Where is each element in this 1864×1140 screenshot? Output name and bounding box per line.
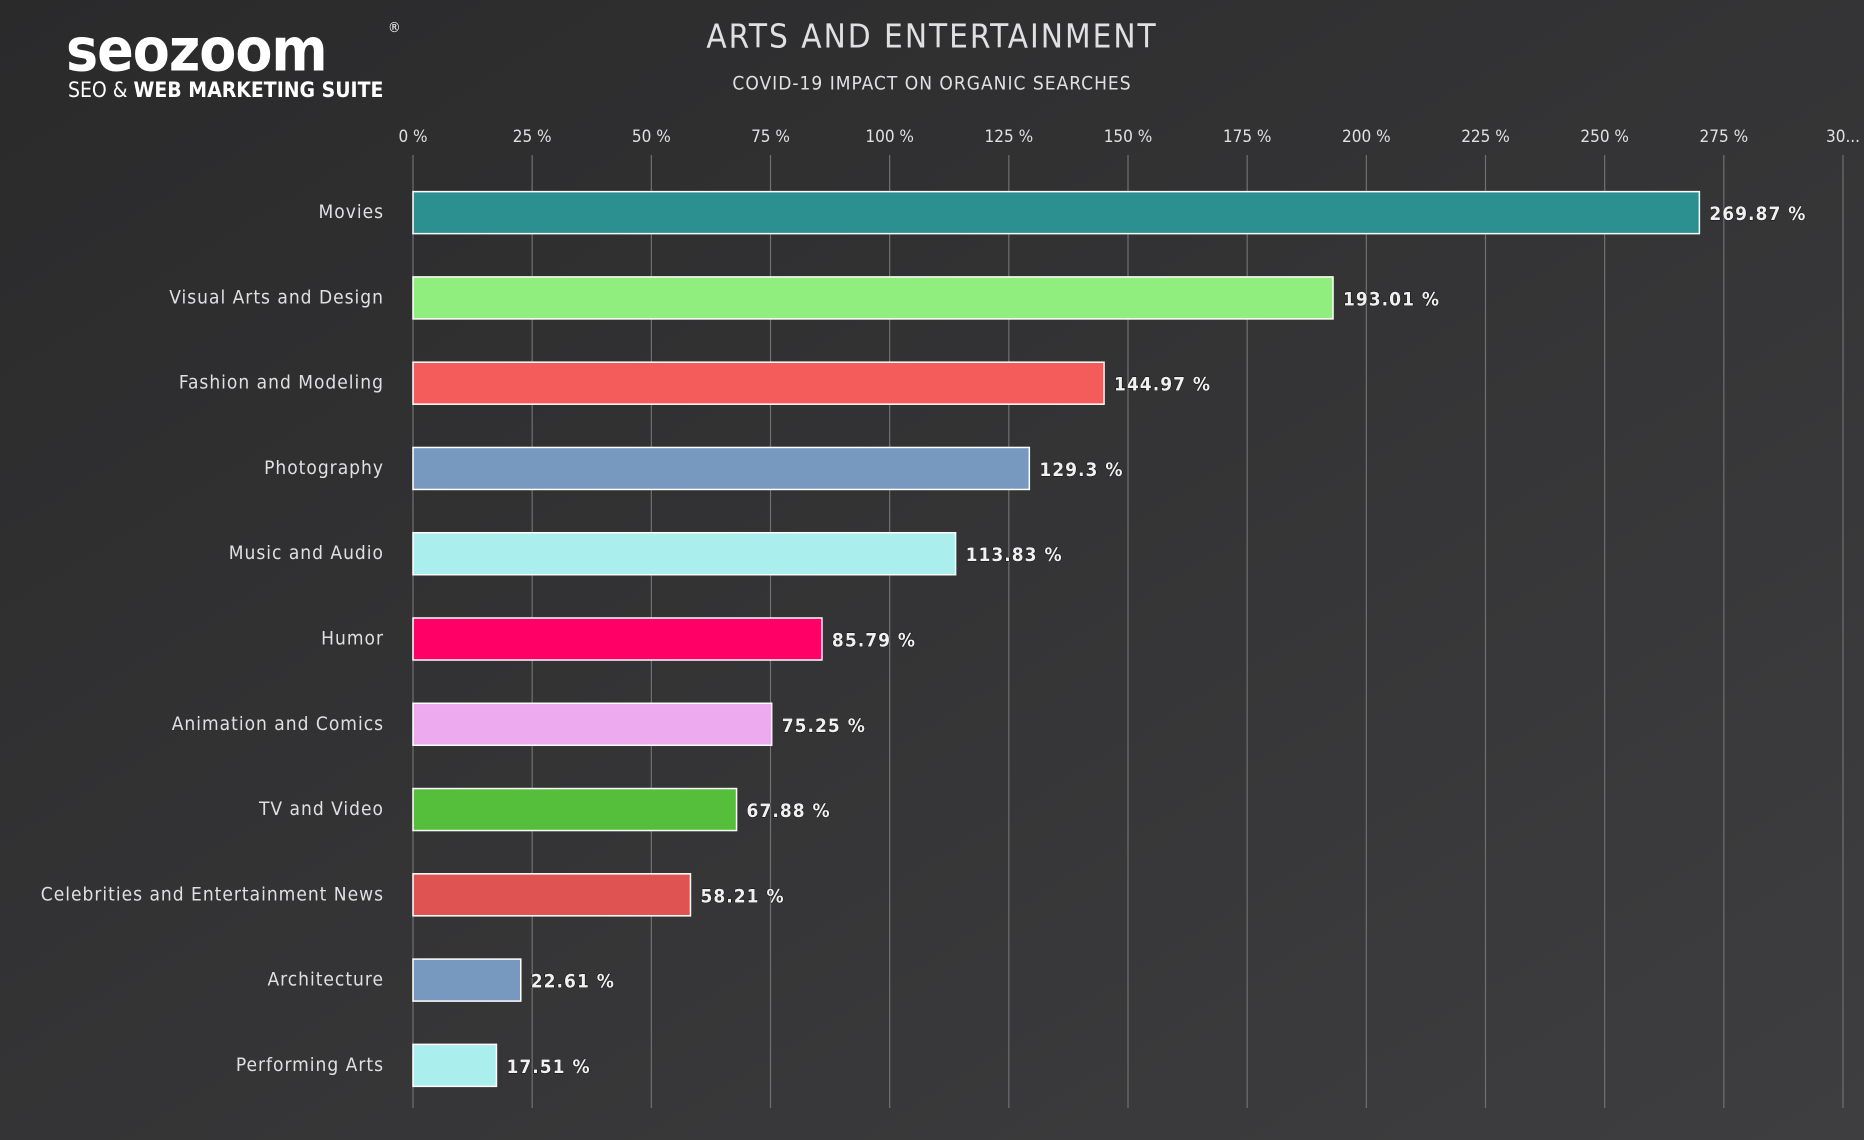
x-tick-label: 275 % [1700, 127, 1749, 147]
category-label: Fashion and Modeling [179, 372, 384, 394]
logo-tagline-bold: WEB MARKETING SUITE [134, 78, 384, 102]
x-tick-label: 100 % [865, 127, 914, 147]
logo-tagline: SEO & WEB MARKETING SUITE [68, 78, 383, 102]
bar [412, 361, 1105, 405]
category-label: Humor [321, 628, 384, 650]
value-label: 85.79 % [832, 630, 916, 652]
bar [412, 873, 692, 917]
category-label: TV and Video [258, 798, 384, 820]
bar [412, 190, 1701, 235]
bar [412, 1043, 498, 1088]
bar [412, 702, 773, 747]
value-label: 17.51 % [506, 1056, 590, 1078]
x-tick-label: 250 % [1580, 127, 1629, 147]
x-tick-label: 0 % [398, 127, 427, 147]
chart-subtitle: COVID-19 IMPACT ON ORGANIC SEARCHES [732, 73, 1131, 95]
value-label: 22.61 % [531, 971, 615, 993]
chart-title: ARTS AND ENTERTAINMENT [706, 17, 1157, 56]
category-label: Photography [264, 457, 384, 479]
bar [412, 617, 823, 661]
x-tick-label: 125 % [985, 127, 1034, 147]
category-label: Animation and Comics [172, 713, 384, 735]
value-label: 193.01 % [1343, 288, 1440, 310]
category-label: Visual Arts and Design [169, 286, 384, 308]
x-tick-label: 200 % [1342, 127, 1391, 147]
logo-tagline-start: SEO & [68, 78, 128, 102]
bar [412, 787, 738, 832]
logo: seozoom ® SEO & WEB MARKETING SUITE [66, 16, 401, 102]
value-label: 113.83 % [966, 544, 1063, 566]
category-label: Celebrities and Entertainment News [41, 883, 384, 905]
category-label: Architecture [267, 969, 384, 991]
category-label: Performing Arts [236, 1054, 384, 1076]
x-tick-label: 150 % [1104, 127, 1153, 147]
category-label: Movies [319, 201, 385, 223]
x-tick-label: 50 % [632, 127, 671, 147]
value-label: 269.87 % [1709, 203, 1806, 225]
logo-brand: seozoom [66, 16, 327, 86]
bar [412, 958, 522, 1002]
bar [412, 276, 1334, 320]
x-tick-label: 225 % [1461, 127, 1510, 147]
value-label: 58.21 % [700, 885, 784, 907]
bar [412, 531, 957, 576]
value-label: 75.25 % [782, 715, 866, 737]
x-tick-label: 25 % [513, 127, 552, 147]
value-label: 67.88 % [747, 800, 831, 822]
x-tick-label: 30... [1826, 127, 1860, 147]
x-tick-label: 175 % [1223, 127, 1272, 147]
category-label: Music and Audio [229, 542, 384, 564]
value-label: 129.3 % [1039, 459, 1123, 481]
value-label: 144.97 % [1114, 374, 1211, 396]
x-tick-label: 75 % [751, 127, 790, 147]
logo-mark: ® [388, 20, 401, 36]
bar [412, 446, 1031, 491]
